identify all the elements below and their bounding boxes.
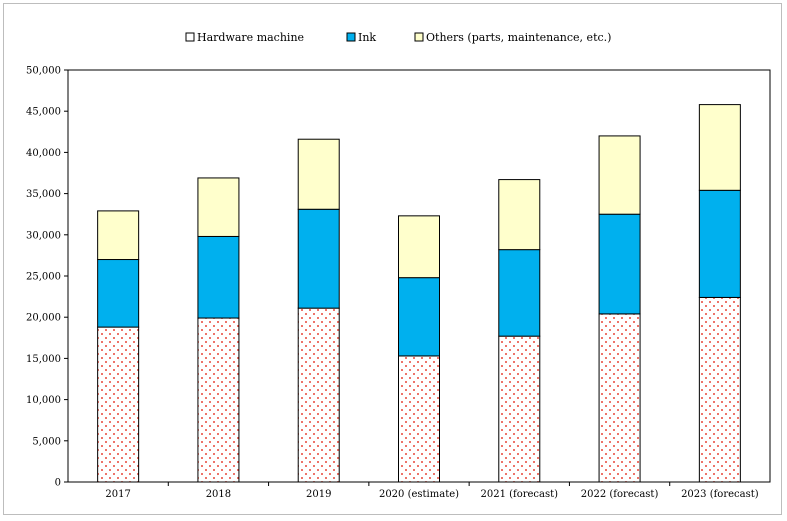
x-tick-label: 2018 bbox=[206, 489, 231, 500]
chart-frame: 0 5,000 10,000 15,000 20,000 25,000 30,000 35,0… bbox=[3, 3, 782, 515]
legend-label: Ink bbox=[358, 31, 376, 44]
bar-hardware bbox=[598, 313, 641, 483]
bar-others bbox=[598, 135, 641, 215]
y-tick-label: 30,000 bbox=[26, 230, 61, 241]
bar-hardware bbox=[498, 335, 541, 483]
bar-ink bbox=[297, 208, 340, 309]
bar-ink bbox=[598, 213, 641, 315]
x-tick-label: 2021 (forecast) bbox=[480, 489, 558, 500]
y-tick-label: 15,000 bbox=[26, 354, 61, 365]
y-tick-label: 20,000 bbox=[26, 313, 61, 324]
bar-ink bbox=[698, 189, 741, 298]
y-tick-label: 50,000 bbox=[26, 66, 61, 77]
bar-hardware bbox=[698, 296, 741, 483]
x-tick-label: 2019 bbox=[306, 489, 331, 500]
bar-others bbox=[197, 177, 240, 237]
bar-hardware bbox=[398, 355, 440, 483]
bar-others bbox=[498, 179, 541, 251]
bar-hardware bbox=[97, 326, 140, 483]
bar-ink bbox=[197, 235, 240, 319]
bar-others bbox=[398, 215, 440, 279]
x-tick-label: 2022 (forecast) bbox=[581, 489, 659, 500]
y-tick-label: 25,000 bbox=[26, 272, 61, 283]
legend-swatch bbox=[185, 32, 195, 42]
bar-hardware bbox=[197, 317, 240, 483]
bar-others bbox=[698, 104, 741, 191]
legend-swatch bbox=[346, 32, 356, 42]
x-tick-label: 2020 (estimate) bbox=[379, 489, 459, 500]
legend-label: Others (parts, maintenance, etc.) bbox=[426, 31, 611, 44]
x-tick-label: 2023 (forecast) bbox=[681, 489, 759, 500]
x-tick-label: 2017 bbox=[105, 489, 130, 500]
y-tick-label: 0 bbox=[55, 478, 61, 489]
legend-label: Hardware machine bbox=[197, 31, 304, 44]
y-tick-label: 10,000 bbox=[26, 395, 61, 406]
bar-ink bbox=[97, 259, 140, 328]
y-tick-label: 5,000 bbox=[32, 436, 61, 447]
legend-swatch bbox=[414, 32, 424, 42]
y-tick-label: 45,000 bbox=[26, 107, 61, 118]
bar-others bbox=[97, 210, 140, 261]
stacked-bar-chart: 0 5,000 10,000 15,000 20,000 25,000 30,000 35,0… bbox=[26, 31, 771, 500]
y-tick-label: 40,000 bbox=[26, 148, 61, 159]
bar-others bbox=[297, 138, 340, 210]
y-tick-label: 35,000 bbox=[26, 189, 61, 200]
bar-ink bbox=[498, 249, 541, 337]
bar-ink bbox=[398, 277, 440, 357]
bar-hardware bbox=[297, 307, 340, 483]
